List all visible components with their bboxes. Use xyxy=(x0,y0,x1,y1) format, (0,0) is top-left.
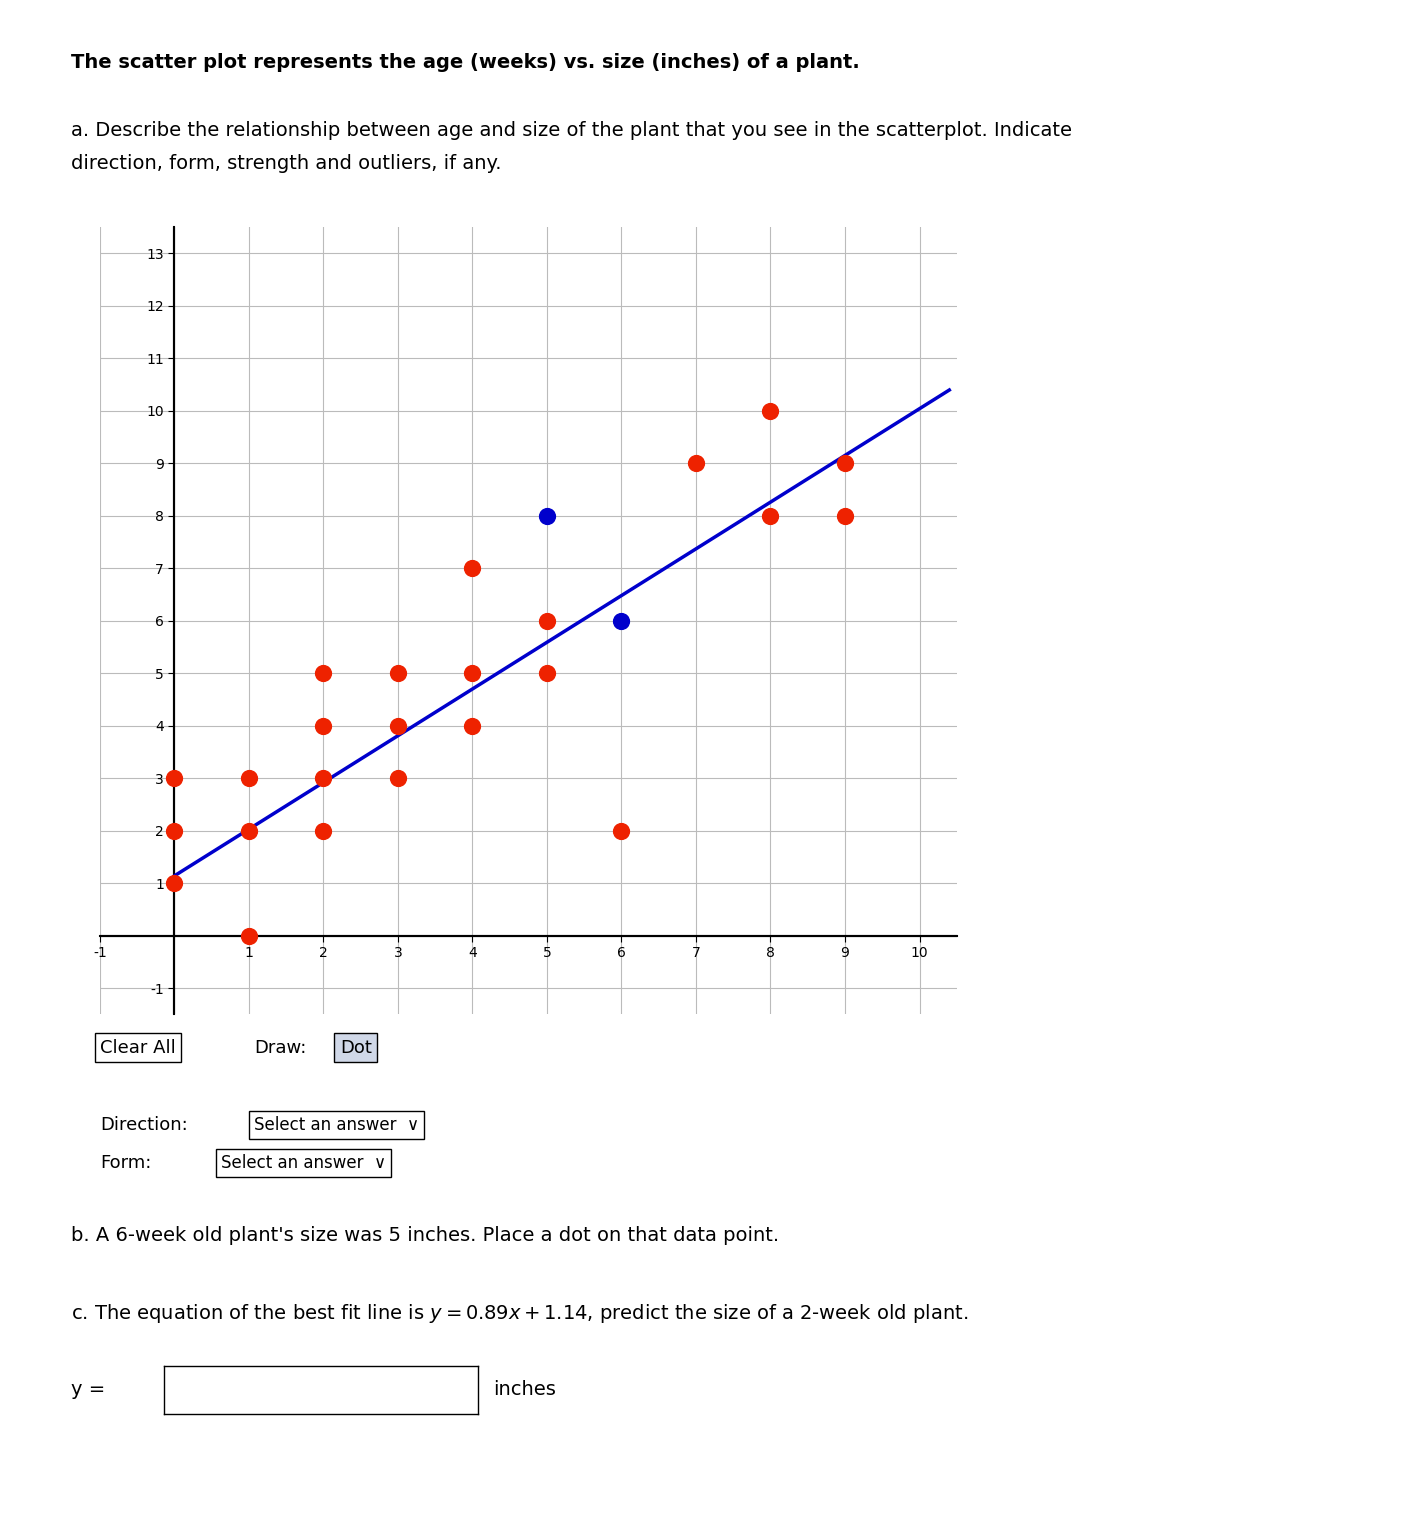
Point xyxy=(536,609,558,633)
Point xyxy=(387,662,410,686)
Point xyxy=(237,924,260,948)
Point xyxy=(313,819,336,843)
Point xyxy=(163,766,186,790)
Point xyxy=(760,398,783,422)
Text: b. A 6-week old plant's size was 5 inches. Place a dot on that data point.: b. A 6-week old plant's size was 5 inche… xyxy=(71,1226,780,1246)
Text: y =: y = xyxy=(71,1381,106,1399)
Text: Dot: Dot xyxy=(340,1039,371,1057)
Text: Select an answer  ∨: Select an answer ∨ xyxy=(254,1116,420,1134)
Point xyxy=(834,504,857,528)
Point xyxy=(237,819,260,843)
Point xyxy=(536,504,558,528)
Point xyxy=(760,504,783,528)
Point xyxy=(536,662,558,686)
Text: a. Describe the relationship between age and size of the plant that you see in t: a. Describe the relationship between age… xyxy=(71,121,1072,141)
Point xyxy=(313,766,336,790)
Point xyxy=(387,713,410,737)
Point xyxy=(684,451,707,475)
Point xyxy=(313,662,336,686)
Point xyxy=(834,451,857,475)
Point xyxy=(163,819,186,843)
Point xyxy=(387,766,410,790)
Text: c. The equation of the best fit line is $y = 0.89x + 1.14$, predict the size of : c. The equation of the best fit line is … xyxy=(71,1302,968,1325)
Point xyxy=(610,609,633,633)
Text: Direction:: Direction: xyxy=(100,1116,187,1134)
Point xyxy=(610,819,633,843)
Text: direction, form, strength and outliers, if any.: direction, form, strength and outliers, … xyxy=(71,154,501,174)
Point xyxy=(461,556,484,580)
Text: Select an answer  ∨: Select an answer ∨ xyxy=(221,1154,387,1172)
Text: Draw:: Draw: xyxy=(254,1039,307,1057)
Point xyxy=(313,713,336,737)
Text: Form:: Form: xyxy=(100,1154,151,1172)
Text: inches: inches xyxy=(493,1381,555,1399)
Text: The scatter plot represents the age (weeks) vs. size (inches) of a plant.: The scatter plot represents the age (wee… xyxy=(71,53,860,73)
Point xyxy=(163,871,186,895)
Point xyxy=(461,713,484,737)
Text: Clear All: Clear All xyxy=(100,1039,176,1057)
Point xyxy=(461,662,484,686)
Point xyxy=(237,766,260,790)
